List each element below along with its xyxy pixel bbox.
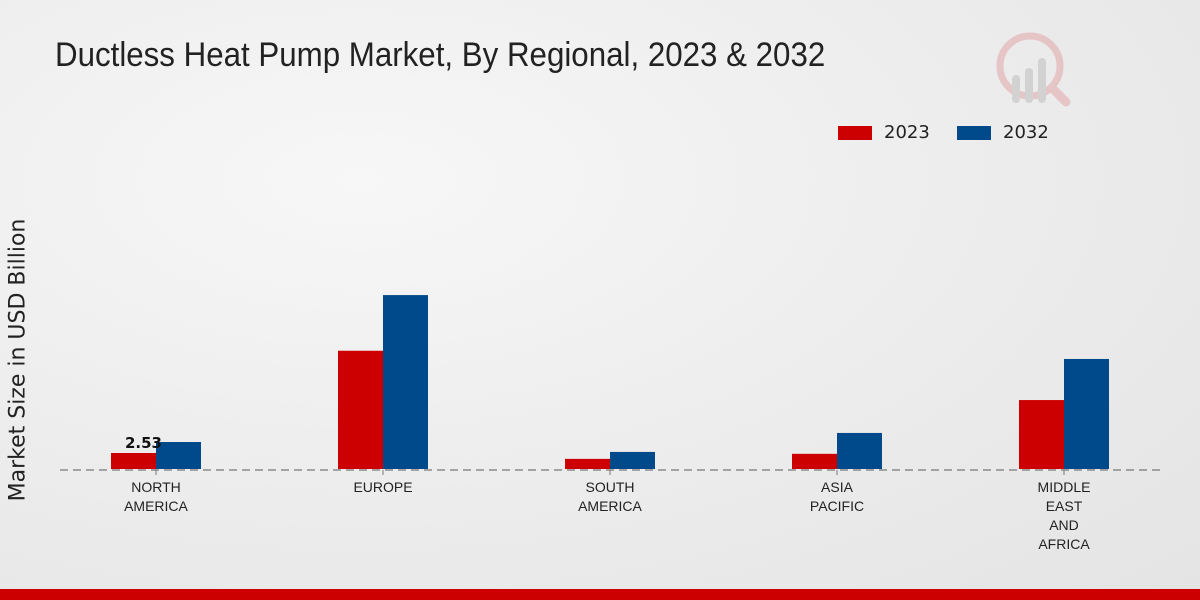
x-tick-label: PACIFIC (810, 498, 864, 514)
data-label: 2.53 (125, 434, 162, 452)
x-tick-label: ASIA (821, 479, 854, 495)
legend-item-2032: 2032 (957, 122, 1049, 143)
bar-2032-3 (837, 432, 882, 469)
legend-item-2023: 2023 (838, 122, 930, 143)
x-tick-label: EUROPE (353, 479, 412, 495)
x-tick-label: MIDDLE (1038, 479, 1091, 495)
x-tick-label: SOUTH (586, 479, 635, 495)
x-tick-label: AMERICA (578, 498, 642, 514)
x-tick-label: AMERICA (124, 498, 188, 514)
bar-2023-0 (111, 453, 156, 469)
bar-2032-4 (1064, 358, 1109, 469)
bar-2023-3 (792, 453, 837, 469)
brand-logo-icon (996, 32, 1071, 107)
legend-label: 2023 (884, 122, 930, 143)
x-tick-label: AFRICA (1038, 536, 1090, 552)
x-tick-label: NORTH (131, 479, 181, 495)
bar-2023-1 (338, 350, 383, 469)
legend-swatch (957, 125, 991, 140)
legend-swatch (838, 125, 872, 140)
x-tick-label: EAST (1046, 498, 1083, 514)
chart-title: Ductless Heat Pump Market, By Regional, … (55, 36, 826, 74)
bar-2023-2 (565, 458, 610, 469)
legend-label: 2032 (1003, 122, 1049, 143)
bar-2032-2 (610, 451, 655, 469)
bar-2023-4 (1019, 400, 1064, 469)
footer-bar (0, 589, 1200, 600)
x-tick-label: AND (1049, 517, 1079, 533)
bar-2032-0 (156, 441, 201, 469)
bar-2032-1 (383, 295, 428, 469)
